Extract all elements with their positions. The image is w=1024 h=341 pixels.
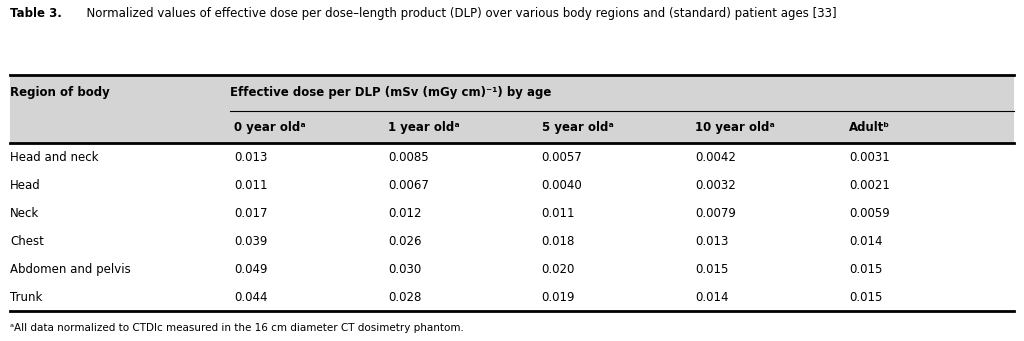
Text: 0.015: 0.015 <box>849 291 883 303</box>
Text: 0.019: 0.019 <box>542 291 575 303</box>
Text: 0.0067: 0.0067 <box>388 179 429 192</box>
Text: 0.011: 0.011 <box>234 179 268 192</box>
Text: Region of body: Region of body <box>10 86 110 100</box>
Text: Table 3.: Table 3. <box>10 7 62 20</box>
Text: 0.0057: 0.0057 <box>542 151 583 164</box>
Text: 0.049: 0.049 <box>234 263 268 276</box>
Text: 0.0042: 0.0042 <box>695 151 736 164</box>
Text: 0.030: 0.030 <box>388 263 421 276</box>
Text: 0.014: 0.014 <box>695 291 729 303</box>
Text: Head: Head <box>10 179 41 192</box>
Text: 0.0032: 0.0032 <box>695 179 736 192</box>
Text: Normalized values of effective dose per dose–length product (DLP) over various b: Normalized values of effective dose per … <box>79 7 837 20</box>
Text: Chest: Chest <box>10 235 44 248</box>
Text: 0.0085: 0.0085 <box>388 151 429 164</box>
Text: Abdomen and pelvis: Abdomen and pelvis <box>10 263 131 276</box>
Text: 5 year oldᵃ: 5 year oldᵃ <box>542 120 613 134</box>
Text: Trunk: Trunk <box>10 291 43 303</box>
Text: 10 year oldᵃ: 10 year oldᵃ <box>695 120 775 134</box>
Text: 0.039: 0.039 <box>234 235 268 248</box>
Text: 0.0079: 0.0079 <box>695 207 736 220</box>
Text: 0.020: 0.020 <box>542 263 575 276</box>
Text: 0.0031: 0.0031 <box>849 151 890 164</box>
Text: 0.014: 0.014 <box>849 235 883 248</box>
Text: 0.0021: 0.0021 <box>849 179 890 192</box>
Text: Neck: Neck <box>10 207 40 220</box>
Text: 0.015: 0.015 <box>695 263 729 276</box>
Text: 0.0040: 0.0040 <box>542 179 583 192</box>
Text: 0 year oldᵃ: 0 year oldᵃ <box>234 120 306 134</box>
Text: 1 year oldᵃ: 1 year oldᵃ <box>388 120 460 134</box>
Text: 0.012: 0.012 <box>388 207 422 220</box>
Text: 0.018: 0.018 <box>542 235 575 248</box>
Text: 0.0059: 0.0059 <box>849 207 890 220</box>
Text: 0.013: 0.013 <box>695 235 729 248</box>
Text: 0.011: 0.011 <box>542 207 575 220</box>
Text: 0.044: 0.044 <box>234 291 268 303</box>
Text: 0.017: 0.017 <box>234 207 268 220</box>
Text: Adultᵇ: Adultᵇ <box>849 120 890 134</box>
Text: 0.026: 0.026 <box>388 235 422 248</box>
Text: 0.013: 0.013 <box>234 151 268 164</box>
Text: Effective dose per DLP (mSv (mGy cm)⁻¹) by age: Effective dose per DLP (mSv (mGy cm)⁻¹) … <box>230 86 552 100</box>
Text: Head and neck: Head and neck <box>10 151 98 164</box>
Bar <box>10 111 1014 143</box>
Text: 0.015: 0.015 <box>849 263 883 276</box>
Text: 0.028: 0.028 <box>388 291 422 303</box>
Text: ᵃAll data normalized to CTDIᴄ measured in the 16 cm diameter CT dosimetry phanto: ᵃAll data normalized to CTDIᴄ measured i… <box>10 323 464 333</box>
